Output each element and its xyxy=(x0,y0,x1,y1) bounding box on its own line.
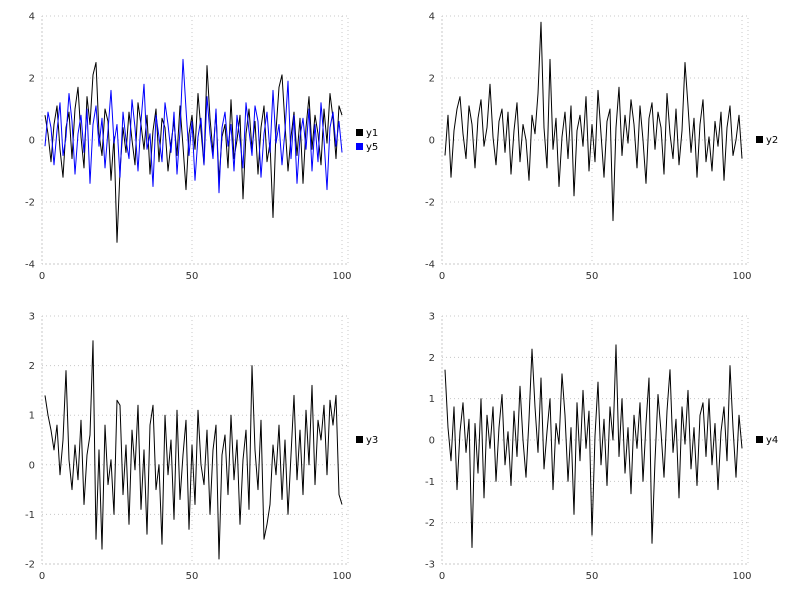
legend-label-y1: y1 xyxy=(366,128,378,139)
y-tick-label: 4 xyxy=(29,12,35,23)
series-line-y2 xyxy=(444,21,743,222)
x-tick-label: 0 xyxy=(439,271,445,282)
panel-bottom-left: -2 -1 0 1 2 3 0 50 100 y3 xyxy=(0,300,400,600)
series-line-y5 xyxy=(44,58,343,194)
panel-bottom-right: -3 -2 -1 0 1 2 3 0 50 100 y4 xyxy=(400,300,800,600)
y-tick-label: -4 xyxy=(25,260,35,271)
x-tick-label: 0 xyxy=(39,271,45,282)
x-tick-label: 100 xyxy=(732,571,751,582)
panel-top-left: -4 -2 0 2 4 0 50 100 y1 y5 xyxy=(0,0,400,300)
y-tick-label: -2 xyxy=(425,198,435,209)
legend-label-y4: y4 xyxy=(766,435,778,446)
y-tick-label: -2 xyxy=(25,198,35,209)
legend-label-y3: y3 xyxy=(366,435,378,446)
x-tick-label: 50 xyxy=(586,571,599,582)
panel-top-right: -4 -2 0 2 4 0 50 100 y2 xyxy=(400,0,800,300)
plot-y3: -2 -1 0 1 2 3 0 50 100 y3 xyxy=(25,312,378,583)
x-tick-label: 50 xyxy=(186,271,199,282)
plot-y1-y5: -4 -2 0 2 4 0 50 100 y1 y5 xyxy=(25,12,378,283)
legend-swatch-y3 xyxy=(356,436,363,443)
series-line-y3 xyxy=(44,340,343,560)
y-tick-label: -4 xyxy=(425,260,435,271)
x-tick-label: 50 xyxy=(186,571,199,582)
y-tick-label: 2 xyxy=(29,74,35,85)
y-tick-label: 0 xyxy=(429,436,435,447)
plot-y4: -3 -2 -1 0 1 2 3 0 50 100 y4 xyxy=(425,312,778,583)
y-tick-label: 0 xyxy=(429,136,435,147)
legend-label-y2: y2 xyxy=(766,135,778,146)
x-tick-label: 0 xyxy=(39,571,45,582)
legend-label-y5: y5 xyxy=(366,142,378,153)
y-tick-label: 2 xyxy=(29,361,35,372)
y-tick-label: 2 xyxy=(429,74,435,85)
y-tick-label: 1 xyxy=(429,394,435,405)
y-tick-label: -1 xyxy=(425,477,435,488)
legend-swatch-y4 xyxy=(756,436,763,443)
series-line-y4 xyxy=(444,344,743,548)
y-tick-label: 2 xyxy=(429,353,435,364)
y-tick-label: 1 xyxy=(29,411,35,422)
y-tick-label: -3 xyxy=(425,560,435,571)
x-tick-label: 0 xyxy=(439,571,445,582)
y-tick-label: 3 xyxy=(29,312,35,323)
legend-swatch-y2 xyxy=(756,136,763,143)
series-line-y1 xyxy=(44,62,343,243)
y-tick-label: 0 xyxy=(29,136,35,147)
y-tick-label: 0 xyxy=(29,460,35,471)
y-tick-label: -2 xyxy=(425,518,435,529)
y-tick-label: -2 xyxy=(25,560,35,571)
plot-y2: -4 -2 0 2 4 0 50 100 y2 xyxy=(425,12,778,283)
plot-border xyxy=(41,315,349,565)
x-tick-label: 100 xyxy=(332,571,351,582)
y-tick-label: 3 xyxy=(429,312,435,323)
x-tick-label: 50 xyxy=(586,271,599,282)
y-tick-label: 4 xyxy=(429,12,435,23)
x-tick-label: 100 xyxy=(332,271,351,282)
legend-swatch-y5 xyxy=(356,143,363,150)
y-tick-label: -1 xyxy=(25,510,35,521)
x-tick-label: 100 xyxy=(732,271,751,282)
legend-swatch-y1 xyxy=(356,129,363,136)
